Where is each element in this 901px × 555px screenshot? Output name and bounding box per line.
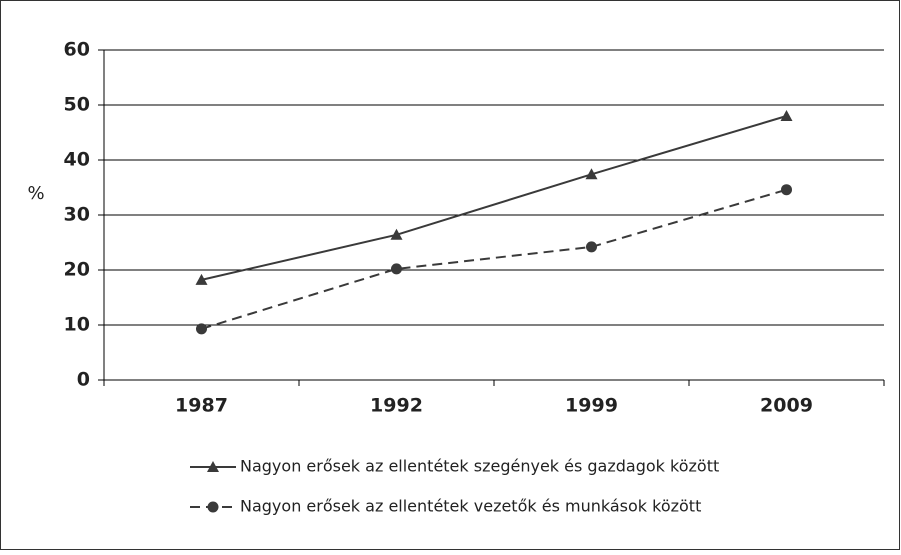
legend-label: Nagyon erősek az ellentétek szegények és…	[240, 457, 719, 476]
series-line	[201, 115, 787, 281]
legend-label: Nagyon erősek az ellentétek vezetők és m…	[240, 497, 701, 516]
x-tick-label: 2009	[760, 395, 813, 417]
x-tick-label: 1992	[370, 395, 423, 417]
y-tick-label: 40	[64, 149, 90, 171]
data-point	[585, 168, 598, 180]
y-tick-label: 0	[77, 369, 90, 391]
x-tick-label: 1987	[175, 395, 228, 417]
data-point	[195, 273, 208, 285]
series-line	[201, 188, 787, 330]
legend-marker	[207, 461, 219, 472]
data-point	[586, 241, 597, 253]
data-point	[780, 110, 793, 121]
legend-marker	[207, 501, 219, 513]
x-tick-label: 1999	[565, 395, 618, 417]
y-tick-label: 10	[64, 314, 90, 336]
data-point	[390, 228, 403, 240]
y-tick-label: 20	[64, 259, 90, 281]
y-tick-label: 50	[64, 94, 90, 116]
y-tick-label: 30	[64, 204, 90, 226]
y-axis-label: %	[27, 183, 44, 204]
y-tick-label: 60	[64, 39, 90, 61]
data-point	[781, 184, 792, 196]
data-point	[391, 263, 402, 275]
data-point	[196, 323, 207, 335]
